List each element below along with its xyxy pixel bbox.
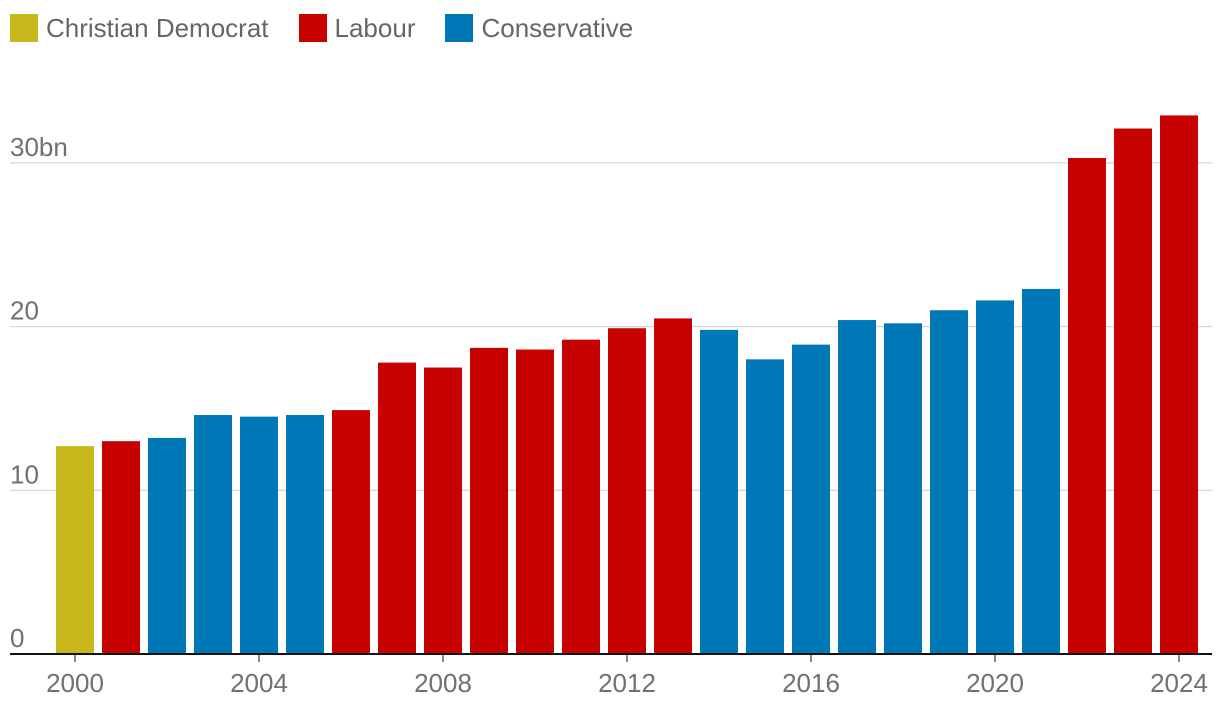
bar-2024 <box>1160 115 1198 654</box>
bar-2023 <box>1114 128 1152 654</box>
y-tick-labels: 0 10 20 30bn <box>10 132 68 653</box>
bar-2010 <box>516 349 554 654</box>
bar-2008 <box>424 367 462 654</box>
legend-label-conservative: Conservative <box>481 12 634 43</box>
bars <box>56 115 1198 654</box>
legend-item-conservative: Conservative <box>445 13 633 44</box>
y-tick-label: 10 <box>10 459 39 489</box>
bar-2004 <box>240 416 278 654</box>
y-tick-label: 20 <box>10 296 39 326</box>
bar-2005 <box>286 414 324 654</box>
legend-item-labour: Labour <box>298 12 416 44</box>
x-tick-label: 2000 <box>46 668 104 698</box>
x-tick-label: 2012 <box>598 668 656 698</box>
bar-2017 <box>838 320 876 654</box>
legend-item-christian-democrat: Christian Democrat <box>10 13 269 44</box>
legend: Christian Democrat Labour Conservative <box>10 10 663 46</box>
y-tick-label: 30bn <box>10 132 68 162</box>
bar-2002 <box>148 437 186 654</box>
legend-swatch-labour <box>298 14 327 42</box>
x-tick-label: 2004 <box>230 668 288 698</box>
bar-2007 <box>378 362 416 654</box>
bar-2018 <box>884 323 922 654</box>
legend-swatch-conservative <box>445 14 474 42</box>
legend-swatch-christian-democrat <box>10 14 38 42</box>
bar-2016 <box>792 344 830 654</box>
x-tick-label: 2008 <box>414 668 472 698</box>
legend-label-christian-democrat: Christian Democrat <box>46 12 269 43</box>
bar-2022 <box>1068 157 1106 654</box>
bar-2021 <box>1022 288 1060 654</box>
x-tick-label: 2016 <box>782 668 840 698</box>
bar-2011 <box>562 339 600 654</box>
x-tick-label: 2024 <box>1150 668 1208 698</box>
bar-2020 <box>976 300 1014 654</box>
bar-2014 <box>700 329 738 654</box>
bar-2003 <box>194 414 232 654</box>
bar-2012 <box>608 328 646 654</box>
bar-2015 <box>746 359 784 654</box>
x-tick-label: 2020 <box>966 668 1024 698</box>
y-tick-label: 0 <box>10 623 24 653</box>
x-axis: 2000 2004 2008 2012 2016 2020 2024 <box>10 653 1212 698</box>
bar-2000 <box>56 446 94 654</box>
bar-2019 <box>930 310 968 654</box>
bar-2006 <box>332 410 370 654</box>
legend-label-labour: Labour <box>334 12 416 43</box>
bar-2001 <box>102 441 140 654</box>
bar-2009 <box>470 347 508 654</box>
bar-2013 <box>654 318 692 654</box>
